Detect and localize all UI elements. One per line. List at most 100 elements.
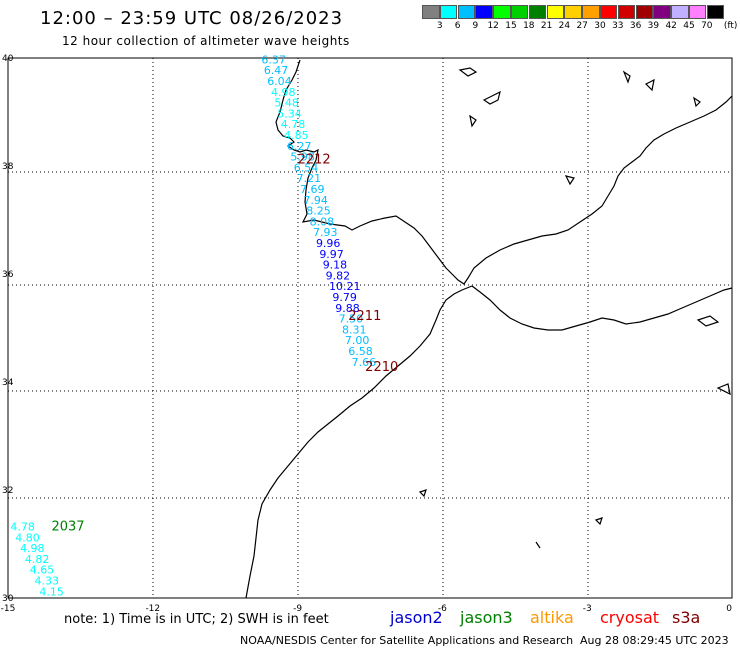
legend-tick-label: 6 bbox=[454, 21, 461, 31]
legend-swatch bbox=[422, 5, 440, 19]
pass-id-label: 2212 bbox=[298, 152, 331, 167]
satellite-label-jason3: jason3 bbox=[460, 608, 513, 627]
legend-swatch bbox=[564, 5, 582, 19]
swh-value: 4.98 bbox=[20, 542, 45, 555]
swh-value: 6.04 bbox=[267, 75, 292, 88]
satellite-label-s3a: s3a bbox=[672, 608, 701, 627]
swh-value: 5.98 bbox=[290, 151, 315, 164]
swh-value: 7.00 bbox=[345, 334, 370, 347]
legend-swatch bbox=[617, 5, 636, 19]
legend-tick-label: 18 bbox=[523, 21, 535, 31]
pass-id-label: 2210 bbox=[365, 360, 398, 375]
latitude-label: 34 bbox=[2, 378, 14, 388]
legend-swatch bbox=[706, 5, 725, 19]
longitude-label: -3 bbox=[583, 604, 592, 614]
swh-value: 6.37 bbox=[261, 53, 286, 66]
swh-value: 9.18 bbox=[323, 259, 348, 272]
swh-value: 8.31 bbox=[342, 323, 367, 336]
legend-swatch bbox=[688, 5, 707, 19]
swh-value: 6.47 bbox=[264, 64, 289, 77]
coastline bbox=[245, 59, 733, 599]
swh-value: 5.48 bbox=[274, 97, 299, 110]
swh-value: 7.93 bbox=[313, 226, 338, 239]
legend-tick-label: 12 bbox=[487, 21, 499, 31]
legend-swatch bbox=[457, 5, 476, 19]
satellite-label-jason2: jason2 bbox=[390, 608, 443, 627]
swh-value: 4.15 bbox=[39, 585, 64, 598]
graticule bbox=[8, 58, 732, 598]
legend-swatch bbox=[475, 5, 493, 19]
legend-tick-label: 45 bbox=[683, 21, 695, 31]
swh-value: 4.82 bbox=[25, 553, 50, 566]
latitude-label: 38 bbox=[2, 162, 14, 172]
legend-swatch bbox=[635, 5, 654, 19]
swh-value: 4.98 bbox=[271, 86, 296, 99]
swh-value: 9.82 bbox=[326, 269, 351, 282]
legend-tick-label: 70 bbox=[701, 21, 713, 31]
swh-value: 9.97 bbox=[319, 248, 344, 261]
swh-value: 9.79 bbox=[332, 291, 357, 304]
legend-swatch bbox=[671, 5, 689, 19]
legend-tick-label: 15 bbox=[505, 21, 517, 31]
swh-value: 6.27 bbox=[287, 140, 312, 153]
satellite-label-cryosat: cryosat bbox=[600, 608, 660, 627]
legend-tick-label: 42 bbox=[665, 21, 677, 31]
latitude-label: 32 bbox=[2, 486, 13, 496]
latitude-label: 40 bbox=[2, 54, 14, 64]
map-frame bbox=[7, 57, 733, 599]
color-scale-legend bbox=[422, 5, 725, 19]
swh-value: 7.50 bbox=[339, 313, 364, 326]
swh-value: 4.80 bbox=[15, 531, 39, 544]
latitude-label: 30 bbox=[2, 594, 14, 604]
longitude-label: 0 bbox=[726, 604, 732, 614]
legend-tick-label: 30 bbox=[594, 21, 606, 31]
pass-id-label: 2211 bbox=[348, 309, 381, 324]
legend-tick-label: 39 bbox=[647, 21, 660, 31]
longitude-label: -12 bbox=[145, 604, 160, 614]
swh-value: 4.78 bbox=[10, 521, 35, 534]
legend-tick-label: 27 bbox=[576, 21, 588, 31]
credit-line: NOAA/NESDIS Center for Satellite Applica… bbox=[240, 634, 574, 647]
chart-title: 12:00 – 23:59 UTC 08/26/2023 bbox=[40, 8, 344, 29]
legend-tick-label: 9 bbox=[472, 21, 479, 31]
legend-swatch bbox=[439, 5, 458, 19]
longitude-label: -15 bbox=[1, 604, 16, 614]
swh-value: 7.21 bbox=[297, 172, 322, 185]
swh-value: 6.54 bbox=[294, 161, 319, 174]
longitude-label: -6 bbox=[438, 604, 447, 614]
pass-id-label: 2037 bbox=[51, 520, 84, 535]
swh-value: 7.66 bbox=[352, 356, 377, 369]
generation-timestamp: Aug 28 08:29:45 UTC 2023 bbox=[580, 634, 729, 647]
swh-value: 9.96 bbox=[316, 237, 341, 250]
swh-value: 10.21 bbox=[329, 280, 361, 293]
swh-value: 8.08 bbox=[310, 215, 335, 228]
legend-tick-label: (ft) bbox=[723, 21, 738, 31]
swh-value: 4.33 bbox=[35, 575, 60, 588]
legend-tick-label: 33 bbox=[612, 21, 624, 31]
satellite-label-altika: altika bbox=[530, 608, 574, 627]
longitude-labels: -15 -12 -9 -6 -3 0 bbox=[1, 604, 733, 614]
swh-value: 4.65 bbox=[30, 564, 55, 577]
legend-swatch bbox=[599, 5, 618, 19]
legend-swatch bbox=[510, 5, 529, 19]
swh-value: 5.34 bbox=[277, 107, 302, 120]
longitude-label: -9 bbox=[293, 604, 302, 614]
latitude-labels: 40 38 36 34 32 30 bbox=[2, 54, 14, 604]
legend-tick-label: 24 bbox=[558, 21, 571, 31]
swh-value: 6.58 bbox=[348, 345, 373, 358]
swh-value: 4.85 bbox=[284, 129, 309, 142]
legend-tick-label: 3 bbox=[436, 21, 443, 31]
chart-subtitle: 12 hour collection of altimeter wave hei… bbox=[62, 34, 350, 48]
color-scale-ticks: 3 6 9 12 15 18 21 24 27 30 33 36 39 42 45 70 (ft) bbox=[0, 0, 740, 40]
legend-swatch bbox=[528, 5, 547, 19]
swh-value: 9.88 bbox=[335, 302, 360, 315]
legend-tick-label: 21 bbox=[540, 21, 553, 31]
swh-value: 7.94 bbox=[303, 194, 328, 207]
legend-swatch bbox=[653, 5, 671, 19]
legend-swatch bbox=[493, 5, 511, 19]
footer-note: note: 1) Time is in UTC; 2) SWH is in fe… bbox=[64, 612, 329, 627]
legend-tick-label: 36 bbox=[629, 21, 642, 31]
legend-swatch bbox=[582, 5, 600, 19]
swh-value: 4.78 bbox=[281, 118, 306, 131]
